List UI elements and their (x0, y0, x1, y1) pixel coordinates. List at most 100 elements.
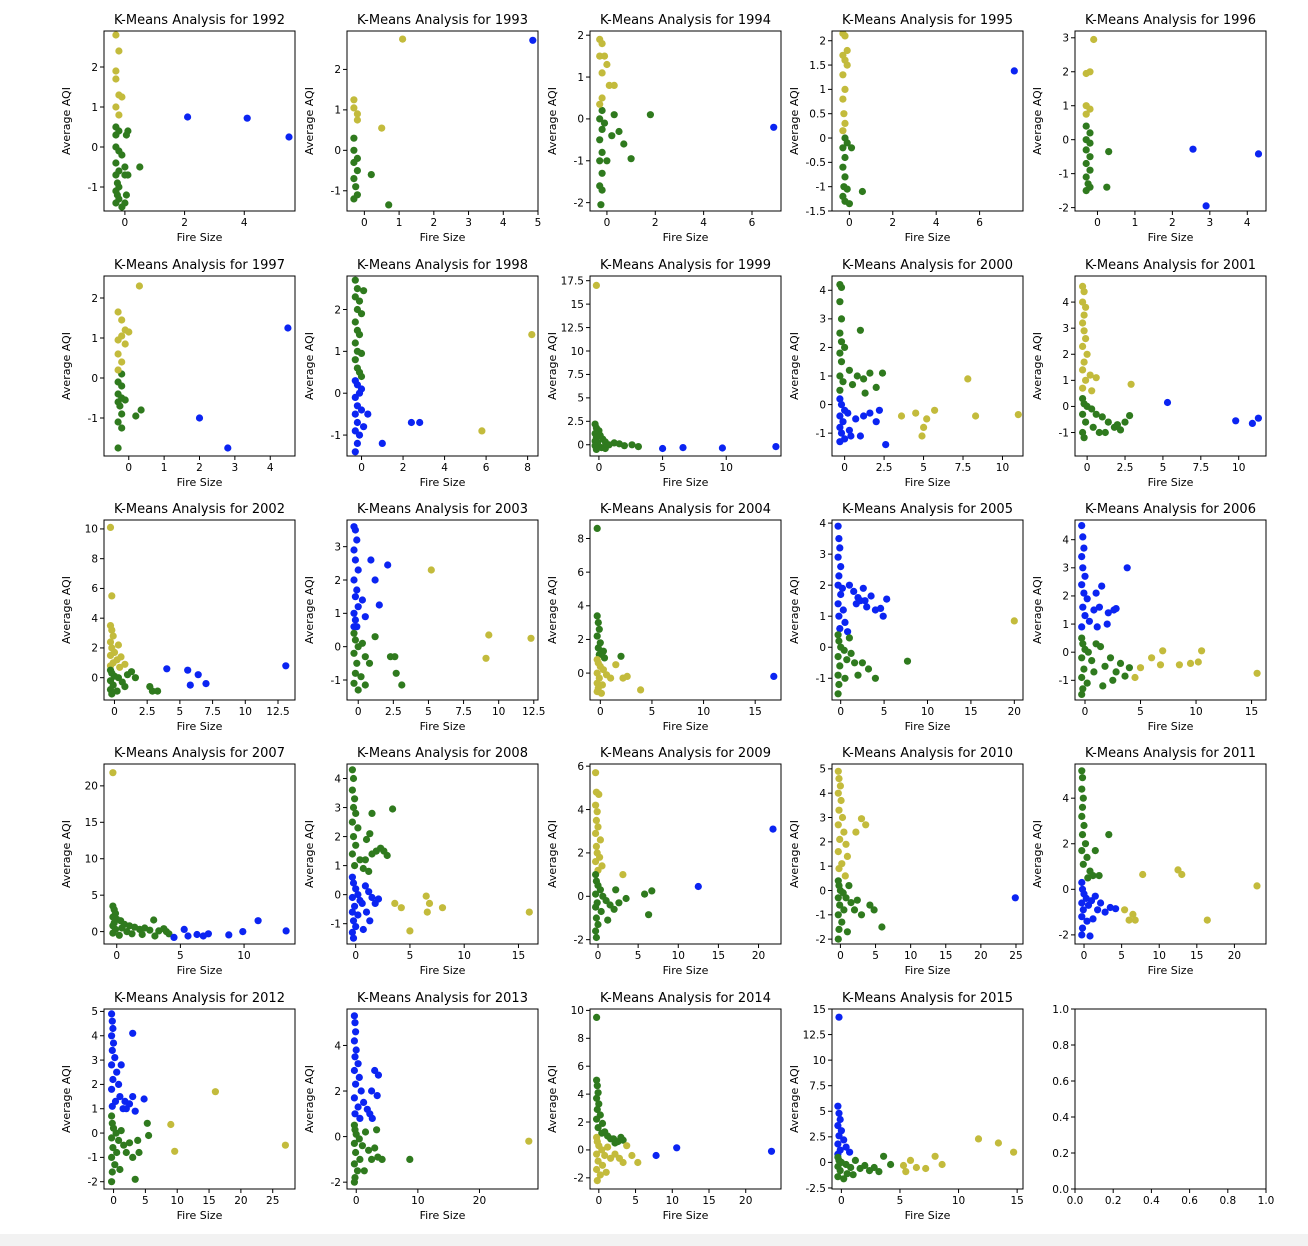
data-point-blue (355, 1073, 363, 1081)
data-point-blue (840, 1136, 848, 1144)
y-axis-label: Average AQI (788, 332, 801, 400)
y-tick-label: 1 (819, 84, 826, 96)
y-tick-label: 2 (577, 30, 584, 42)
scatter-points (834, 522, 1018, 698)
data-point-green (109, 929, 117, 937)
x-axis-label: Fire Size (420, 964, 466, 977)
data-point-olive (121, 340, 129, 348)
data-point-olive (837, 796, 845, 805)
data-point-blue (348, 893, 356, 902)
data-point-green (354, 686, 362, 694)
x-tick-label: 20 (1008, 706, 1021, 718)
x-tick-label: 5 (407, 950, 414, 962)
data-point-blue (368, 1114, 376, 1122)
axes-frame (589, 275, 782, 457)
data-point-blue (836, 625, 844, 633)
y-tick-label: 5 (577, 393, 584, 405)
y-tick-label: -1 (574, 156, 584, 168)
x-tick-label: 2.5 (385, 706, 402, 718)
data-point-olive (399, 35, 407, 43)
y-tick-label: 3 (1062, 323, 1069, 335)
data-point-blue (282, 662, 290, 670)
scatter-points (112, 31, 293, 211)
data-point-olive (114, 366, 122, 374)
x-tick-label: 2 (652, 217, 659, 229)
subplot-16: 0 5 10 0 5 10 15 20 K-Means Analysis for 2007 Fir… (60, 746, 296, 977)
subplot-title: K-Means Analysis for 2004 (600, 502, 771, 517)
data-point-green (118, 382, 126, 390)
data-point-olive (592, 858, 600, 866)
data-point-blue (351, 593, 359, 601)
data-point-blue (1094, 906, 1102, 914)
data-point-blue (1101, 908, 1109, 916)
data-point-olive (912, 1163, 921, 1172)
data-point-green (1095, 428, 1103, 437)
y-tick-label: -2 (574, 197, 584, 209)
data-point-blue (352, 1080, 360, 1088)
data-point-green (350, 1178, 358, 1186)
data-point-green (839, 163, 847, 171)
data-point-blue (1090, 606, 1098, 614)
y-tick-label: 0 (577, 440, 584, 452)
data-point-green (1086, 153, 1094, 161)
x-tick-label: 0 (1081, 950, 1088, 962)
data-point-blue (353, 536, 361, 544)
data-point-olive (112, 67, 120, 75)
x-tick-label: 10 (171, 1195, 184, 1207)
x-tick-label: 0 (604, 217, 611, 229)
data-point-green (351, 669, 359, 677)
x-tick-label: 2.5 (139, 706, 156, 718)
data-point-olive (1086, 105, 1094, 113)
scatter-points (108, 1010, 289, 1186)
data-point-green (843, 139, 851, 147)
y-tick-label: 4 (1062, 534, 1069, 546)
subplot-11: 0 2.5 5 7.5 10 12.5 0 2 4 6 8 10 K-Means Analysis fo… (60, 502, 296, 733)
data-point-blue (1092, 589, 1100, 597)
x-tick-label: 4 (933, 217, 940, 229)
data-point-blue (863, 603, 871, 611)
x-axis-label: Fire Size (420, 231, 466, 244)
subplot-title: K-Means Analysis for 2006 (1085, 502, 1256, 517)
x-tick-label: 10 (1189, 706, 1202, 718)
data-point-green (596, 136, 604, 144)
data-point-green (350, 629, 358, 637)
y-tick-label: 2 (1062, 839, 1069, 851)
data-point-olive (1127, 380, 1135, 388)
data-point-blue (353, 586, 361, 594)
y-tick-label: 3 (819, 812, 826, 824)
scatter-points (834, 1013, 1018, 1183)
data-point-green (1083, 853, 1091, 862)
data-point-green (351, 795, 359, 803)
x-tick-label: 5 (142, 1195, 149, 1207)
scatter-points (348, 766, 533, 942)
data-point-green (1088, 657, 1096, 665)
data-point-olive (597, 689, 606, 697)
data-point-green (834, 671, 842, 679)
x-tick-label: 2 (181, 217, 188, 229)
data-point-blue (360, 1098, 368, 1106)
subplot-title: K-Means Analysis for 2011 (1085, 746, 1256, 761)
data-point-olive (427, 566, 435, 574)
subplot-title: K-Means Analysis for 1999 (600, 258, 771, 273)
data-point-green (593, 1013, 601, 1022)
data-point-blue (1104, 609, 1112, 617)
y-tick-label: 2 (334, 64, 341, 76)
y-tick-label: 10 (571, 1005, 584, 1017)
data-point-olive (922, 1164, 930, 1173)
data-point-olive (109, 769, 117, 777)
data-point-green (360, 1167, 368, 1175)
data-point-olive (906, 1156, 915, 1164)
data-point-olive (1079, 384, 1087, 392)
data-point-olive (1186, 659, 1195, 668)
data-point-olive (211, 1088, 219, 1096)
x-tick-label: 4 (267, 462, 274, 474)
x-tick-label: 4 (1244, 217, 1251, 229)
data-point-green (1078, 785, 1086, 793)
data-point-green (592, 914, 601, 922)
y-axis-label: Average AQI (303, 576, 316, 644)
data-point-green (1080, 434, 1088, 442)
scatter-points (593, 524, 778, 697)
data-point-blue (407, 418, 415, 427)
x-tick-label: 2.5 (1117, 462, 1134, 474)
x-tick-label: 2 (430, 217, 437, 229)
